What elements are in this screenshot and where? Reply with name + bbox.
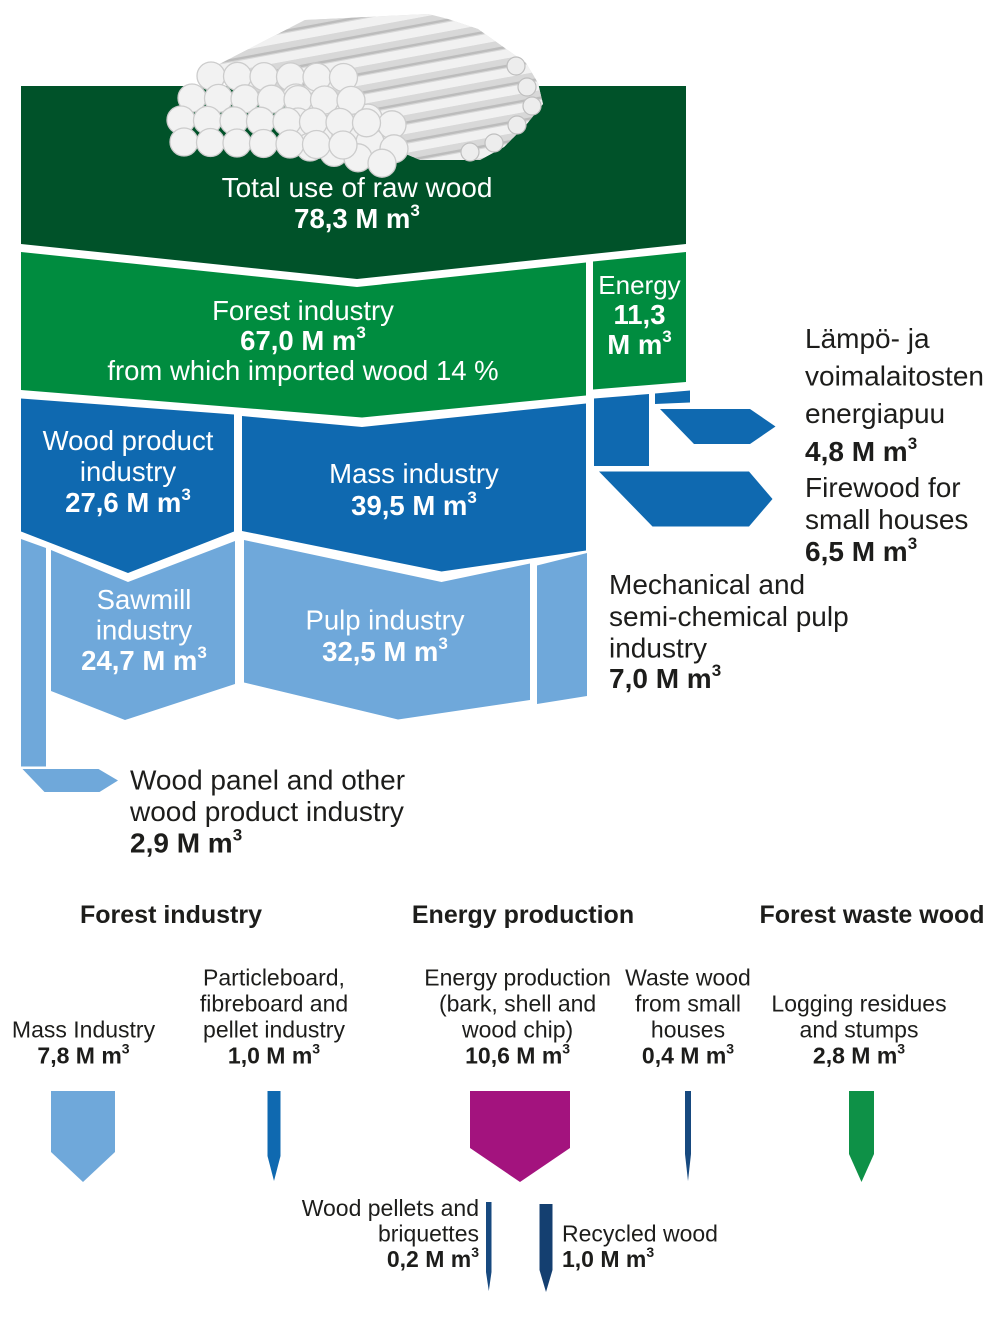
svg-text:7,0 M m3: 7,0 M m3: [609, 661, 721, 694]
svg-text:industry: industry: [96, 615, 193, 646]
svg-text:from which imported wood 14 %: from which imported wood 14 %: [107, 355, 498, 386]
svg-text:Forest industry: Forest industry: [212, 295, 394, 326]
svg-text:39,5 M m3: 39,5 M m3: [351, 488, 477, 521]
svg-text:Logging residues: Logging residues: [771, 991, 946, 1017]
svg-text:pellet industry: pellet industry: [203, 1017, 345, 1043]
svg-text:Mass Industry: Mass Industry: [12, 1017, 156, 1043]
svg-text:7,8 M m3: 7,8 M m3: [37, 1041, 129, 1069]
svg-text:2,9 M m3: 2,9 M m3: [130, 826, 242, 859]
svg-text:67,0 M m3: 67,0 M m3: [240, 323, 366, 356]
svg-text:houses: houses: [651, 1017, 725, 1043]
svg-text:wood chip): wood chip): [461, 1017, 573, 1043]
svg-text:industry: industry: [609, 633, 707, 664]
svg-text:voimalaitosten: voimalaitosten: [805, 361, 984, 392]
svg-text:Energy: Energy: [598, 270, 680, 300]
svg-text:Wood pellets and: Wood pellets and: [302, 1195, 479, 1221]
svg-text:10,6 M m3: 10,6 M m3: [465, 1041, 570, 1069]
svg-text:energiapuu: energiapuu: [805, 398, 945, 429]
svg-text:Total use of raw wood: Total use of raw wood: [222, 172, 493, 203]
svg-text:small houses: small houses: [805, 504, 968, 535]
svg-text:Pulp industry: Pulp industry: [306, 605, 465, 636]
svg-text:Particleboard,: Particleboard,: [203, 965, 345, 991]
svg-text:32,5 M m3: 32,5 M m3: [322, 634, 448, 667]
svg-text:fibreboard and: fibreboard and: [200, 991, 348, 1017]
svg-text:Waste wood: Waste wood: [625, 965, 751, 991]
svg-text:1,0 M m3: 1,0 M m3: [562, 1244, 654, 1272]
svg-text:from small: from small: [635, 991, 741, 1017]
svg-text:0,2 M m3: 0,2 M m3: [387, 1244, 479, 1272]
svg-text:1,0 M m3: 1,0 M m3: [228, 1041, 320, 1069]
svg-text:11,3: 11,3: [613, 299, 665, 330]
svg-text:Mechanical and: Mechanical and: [609, 569, 805, 600]
svg-text:24,7 M m3: 24,7 M m3: [81, 643, 207, 676]
svg-text:Energy production: Energy production: [412, 901, 634, 929]
svg-text:wood product industry: wood product industry: [129, 796, 404, 827]
svg-text:Firewood for: Firewood for: [805, 472, 961, 503]
svg-text:industry: industry: [80, 456, 177, 487]
svg-text:semi-chemical pulp: semi-chemical pulp: [609, 601, 849, 632]
svg-text:Forest industry: Forest industry: [80, 901, 262, 929]
svg-text:and stumps: and stumps: [800, 1017, 919, 1043]
svg-text:6,5 M m3: 6,5 M m3: [805, 534, 917, 567]
svg-text:78,3 M m3: 78,3 M m3: [294, 201, 420, 234]
svg-text:(bark, shell and: (bark, shell and: [439, 991, 596, 1017]
svg-text:Recycled wood: Recycled wood: [562, 1221, 718, 1247]
svg-text:Sawmill: Sawmill: [97, 584, 192, 615]
svg-text:Wood product: Wood product: [43, 425, 214, 456]
svg-text:Wood panel and other: Wood panel and other: [130, 765, 405, 796]
svg-text:M m3: M m3: [607, 327, 671, 360]
svg-text:2,8 M m3: 2,8 M m3: [813, 1041, 905, 1069]
svg-text:4,8 M m3: 4,8 M m3: [805, 434, 917, 467]
svg-text:Forest waste wood: Forest waste wood: [759, 901, 984, 929]
svg-text:Lämpö- ja: Lämpö- ja: [805, 323, 930, 354]
svg-text:Mass industry: Mass industry: [329, 458, 499, 489]
svg-text:0,4 M m3: 0,4 M m3: [642, 1041, 734, 1069]
svg-text:Energy production: Energy production: [424, 965, 611, 991]
svg-text:27,6 M m3: 27,6 M m3: [65, 485, 191, 518]
svg-text:briquettes: briquettes: [378, 1221, 479, 1247]
